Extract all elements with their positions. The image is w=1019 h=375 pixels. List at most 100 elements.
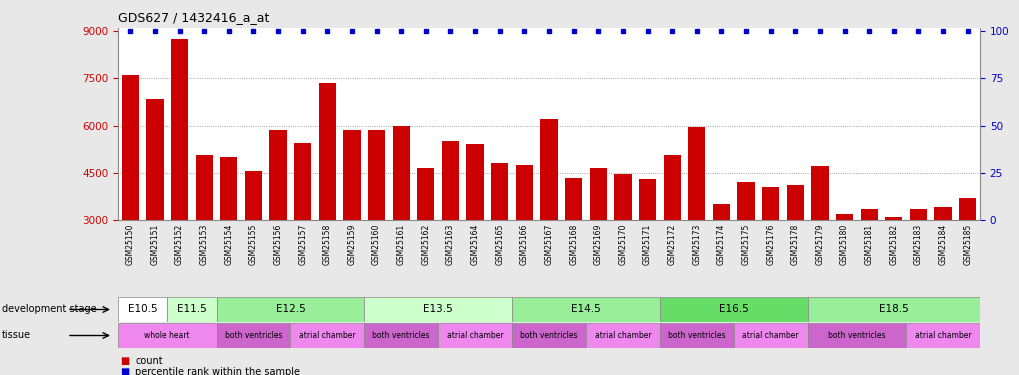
Bar [807,323,905,348]
Bar [245,171,262,220]
Bar [585,323,659,348]
Text: GSM25183: GSM25183 [913,224,922,265]
Bar [663,156,680,220]
Text: GSM25154: GSM25154 [224,224,233,265]
Text: GSM25165: GSM25165 [495,224,503,265]
Text: GSM25184: GSM25184 [937,224,947,265]
Text: both ventricles: both ventricles [224,331,282,340]
Text: atrial chamber: atrial chamber [446,331,503,340]
Text: GSM25172: GSM25172 [667,224,676,265]
Text: percentile rank within the sample: percentile rank within the sample [136,367,300,375]
Text: GSM25170: GSM25170 [618,224,627,265]
Bar [466,144,483,220]
Text: GSM25163: GSM25163 [445,224,454,265]
Text: GSM25153: GSM25153 [200,224,209,265]
Text: GSM25179: GSM25179 [814,224,823,265]
Bar [540,119,557,220]
Text: GSM25161: GSM25161 [396,224,406,265]
Bar [589,168,606,220]
Bar [118,323,216,348]
Text: atrial chamber: atrial chamber [594,331,650,340]
Text: GSM25159: GSM25159 [347,224,356,265]
Text: GSM25156: GSM25156 [273,224,282,265]
Bar [490,164,507,220]
Bar [216,323,290,348]
Bar [659,297,807,322]
Bar [441,141,459,220]
Text: ■: ■ [120,356,129,366]
Text: GSM25182: GSM25182 [889,224,898,265]
Text: E11.5: E11.5 [177,304,207,315]
Bar [216,297,364,322]
Text: atrial chamber: atrial chamber [742,331,798,340]
Bar [712,204,730,220]
Text: GSM25157: GSM25157 [298,224,307,265]
Text: GSM25176: GSM25176 [765,224,774,265]
Text: GSM25169: GSM25169 [593,224,602,265]
Text: E14.5: E14.5 [571,304,600,315]
Text: tissue: tissue [2,330,32,340]
Bar [638,179,655,220]
Text: GSM25167: GSM25167 [544,224,553,265]
Text: GSM25181: GSM25181 [864,224,873,265]
Text: E10.5: E10.5 [127,304,157,315]
Text: GSM25171: GSM25171 [642,224,651,265]
Bar [613,174,631,220]
Text: GSM25164: GSM25164 [470,224,479,265]
Text: GSM25150: GSM25150 [125,224,135,265]
Bar [761,187,779,220]
Bar [318,83,335,220]
Bar [343,130,361,220]
Bar [368,130,385,220]
Bar [512,297,659,322]
Bar [565,177,582,220]
Bar [167,297,216,322]
Bar [958,198,975,220]
Text: both ventricles: both ventricles [667,331,725,340]
Text: GSM25158: GSM25158 [323,224,331,265]
Bar [220,157,237,220]
Text: ■: ■ [120,367,129,375]
Bar [290,323,364,348]
Bar [836,214,852,220]
Text: GDS627 / 1432416_a_at: GDS627 / 1432416_a_at [118,11,269,24]
Text: atrial chamber: atrial chamber [299,331,356,340]
Bar [733,323,807,348]
Bar [392,126,410,220]
Bar [909,209,926,220]
Text: E18.5: E18.5 [878,304,908,315]
Text: GSM25151: GSM25151 [150,224,159,265]
Bar [905,323,979,348]
Text: whole heart: whole heart [145,331,190,340]
Text: GSM25162: GSM25162 [421,224,430,265]
Bar [146,99,163,220]
Bar [659,323,733,348]
Bar [118,297,167,322]
Bar [807,297,979,322]
Bar [786,185,803,220]
Text: both ventricles: both ventricles [372,331,430,340]
Text: both ventricles: both ventricles [827,331,884,340]
Bar [933,207,951,220]
Text: count: count [136,356,163,366]
Text: GSM25155: GSM25155 [249,224,258,265]
Bar [417,168,434,220]
Text: E16.5: E16.5 [718,304,748,315]
Text: GSM25152: GSM25152 [175,224,183,265]
Bar [269,130,286,220]
Text: GSM25168: GSM25168 [569,224,578,265]
Text: GSM25166: GSM25166 [520,224,529,265]
Bar [293,143,311,220]
Bar [512,323,585,348]
Text: GSM25180: GSM25180 [840,224,848,265]
Text: development stage: development stage [2,304,97,315]
Text: E12.5: E12.5 [275,304,305,315]
Text: atrial chamber: atrial chamber [914,331,970,340]
Bar [737,182,754,220]
Bar [364,323,438,348]
Bar [860,209,877,220]
Text: GSM25174: GSM25174 [716,224,726,265]
Text: GSM25160: GSM25160 [372,224,381,265]
Text: GSM25175: GSM25175 [741,224,750,265]
Text: GSM25173: GSM25173 [692,224,701,265]
